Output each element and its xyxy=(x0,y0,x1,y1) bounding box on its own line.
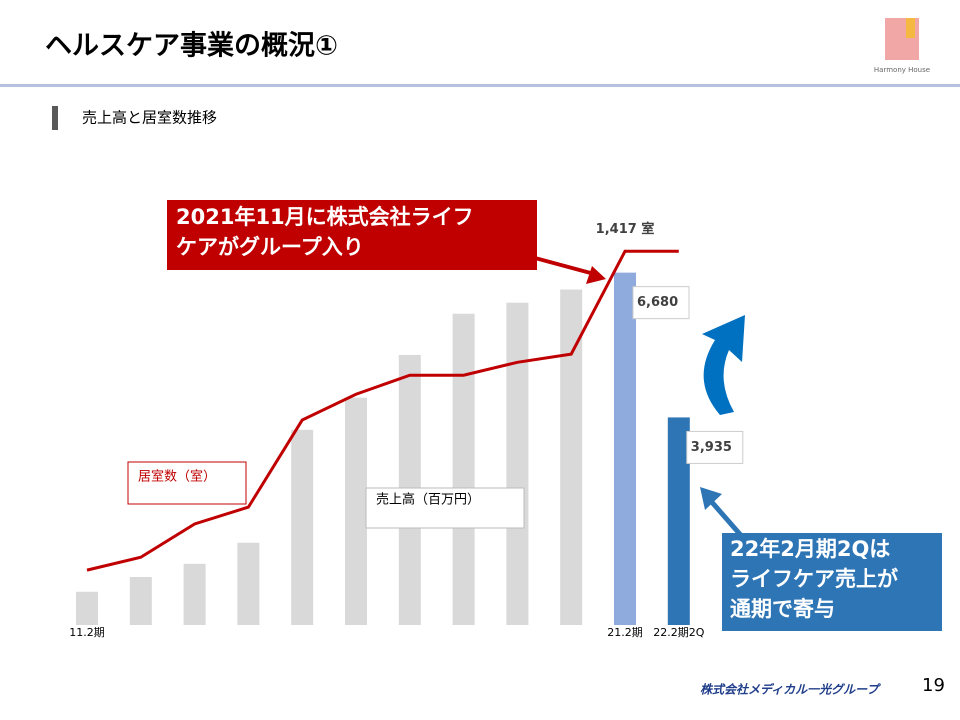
callout-text: ケアがグループ入り xyxy=(176,235,364,259)
value-label: 1,417 室 xyxy=(596,221,655,237)
x-tick-label: 22.2期2Q xyxy=(653,626,704,639)
callout-arrow xyxy=(708,498,747,542)
callout-text: 22年2月期2Qは xyxy=(730,537,890,561)
section-label: 売上高と居室数推移 xyxy=(82,109,217,127)
page-number: 19 xyxy=(922,675,945,696)
bar xyxy=(291,429,314,625)
value-label: 6,680 xyxy=(637,295,678,310)
legend-box xyxy=(365,487,525,529)
legend-box xyxy=(127,461,247,505)
callout-arrowhead xyxy=(700,487,722,510)
callout-text: 通期で寄与 xyxy=(730,597,835,621)
slide-title: ヘルスケア事業の概況① xyxy=(45,31,338,62)
line xyxy=(86,249,679,572)
bar xyxy=(506,302,529,625)
callout-text: ライフケア売上が xyxy=(730,567,898,591)
footer-company: 株式会社メディカル一光グループ xyxy=(700,683,881,697)
bar xyxy=(237,542,260,625)
growth-arrow xyxy=(702,315,745,415)
value-label-box xyxy=(686,430,744,464)
bar xyxy=(345,397,367,625)
logo-accent xyxy=(906,18,915,38)
bar xyxy=(667,417,690,625)
bar xyxy=(560,289,583,625)
callout-arrowhead xyxy=(586,266,606,284)
callout-text: 2021年11月に株式会社ライフ xyxy=(176,205,474,229)
legend-label: 居室数（室） xyxy=(138,469,216,485)
bar xyxy=(76,591,98,625)
bar xyxy=(614,272,636,625)
bar xyxy=(129,576,152,625)
x-tick-label: 21.2期 xyxy=(607,626,643,639)
value-label: 3,935 xyxy=(691,440,732,455)
bar xyxy=(452,313,475,625)
legend-label: 売上高（百万円） xyxy=(376,492,480,508)
x-tick-label: 11.2期 xyxy=(69,626,105,639)
callout-box xyxy=(722,533,942,631)
bar xyxy=(183,563,206,625)
callout-arrow xyxy=(534,256,599,277)
logo-text: Harmony House xyxy=(874,66,930,74)
header-rule xyxy=(0,84,960,87)
callout-box xyxy=(167,200,537,270)
value-label-box xyxy=(632,286,690,320)
section-marker xyxy=(52,106,58,130)
